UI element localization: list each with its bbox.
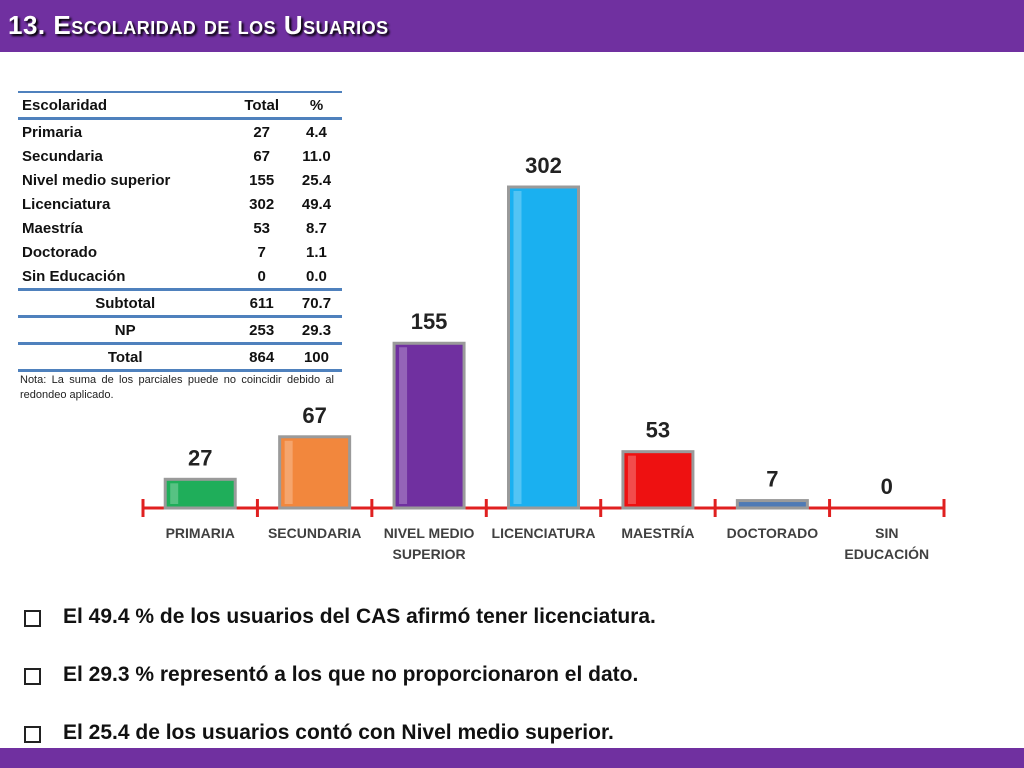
bar <box>278 435 352 510</box>
table-cell: Nivel medio superior <box>22 171 171 189</box>
bullet-text: El 29.3 % representó a los que no propor… <box>63 663 639 686</box>
x-tick-label: MAESTRÍA <box>621 525 694 541</box>
table-header-cell: Escolaridad <box>18 91 233 120</box>
table-header-cell: % <box>290 91 342 120</box>
table-cell: 0.0 <box>306 267 327 285</box>
table-cell: Total <box>18 343 233 372</box>
table-cell: Primaria <box>22 123 83 141</box>
x-tick-label: NIVEL MEDIO <box>384 525 475 541</box>
table-row: Sin Educación 0 0.0 <box>18 264 342 290</box>
table-cell: 53 <box>253 219 271 237</box>
checkbox-bullet-icon <box>24 609 41 627</box>
table-cell: 70.7 <box>290 288 342 318</box>
bar-highlight <box>627 455 636 504</box>
table-cell: 1.1 <box>306 243 327 261</box>
x-tick-label: SECUNDARIA <box>268 525 361 541</box>
table-cell: 4.4 <box>306 123 327 141</box>
bullet-list: El 49.4 % de los usuarios del CAS afirmó… <box>24 588 656 762</box>
table-cell: 253 <box>232 316 291 345</box>
data-label: 302 <box>525 153 562 178</box>
total-row: Total 864 100 <box>18 343 342 372</box>
list-item: El 49.4 % de los usuarios del CAS afirmó… <box>24 588 656 646</box>
table-row: Maestría 53 8.7 <box>18 216 342 240</box>
x-tick-label: DOCTORADO <box>727 525 819 541</box>
x-tick-label: SIN <box>875 525 898 541</box>
subtotal-row: Subtotal 611 70.7 <box>18 288 342 318</box>
table-cell: 25.4 <box>301 171 332 189</box>
checkbox-bullet-icon <box>24 725 41 743</box>
x-tick-label: PRIMARIA <box>166 525 235 541</box>
data-label: 7 <box>766 467 778 492</box>
table-cell: 155 <box>249 171 275 189</box>
table-cell: Doctorado <box>22 243 97 261</box>
bar <box>621 450 695 510</box>
table-cell: 49.4 <box>301 195 332 213</box>
table-cell: 11.0 <box>302 147 331 165</box>
table-note: Nota: La suma de los parciales puede no … <box>20 374 334 401</box>
table-row: Nivel medio superior 155 25.4 <box>18 168 342 192</box>
table-row: Secundaria 67 11.0 <box>18 144 342 168</box>
table-header-row: Escolaridad Total % <box>18 91 342 120</box>
checkbox-bullet-icon <box>24 667 41 685</box>
data-label: 67 <box>302 403 326 428</box>
table-cell: Licenciatura <box>22 195 111 213</box>
table-cell: 8.7 <box>306 219 327 237</box>
table-row: Doctorado 7 1.1 <box>18 240 342 264</box>
table-cell: 7 <box>257 243 266 261</box>
bar-highlight <box>399 347 408 504</box>
title-bar: 13. Escolaridad de los Usuarios <box>0 0 1024 52</box>
list-item: El 29.3 % representó a los que no propor… <box>24 646 656 704</box>
data-label: 0 <box>881 474 893 499</box>
bullet-text: El 49.4 % de los usuarios del CAS afirmó… <box>63 605 656 628</box>
bar-highlight <box>513 191 522 504</box>
table-cell: 27 <box>253 123 271 141</box>
bar <box>392 341 466 510</box>
schooling-table: Escolaridad Total % Primaria 27 4.4 Secu… <box>18 91 342 372</box>
table-cell: 864 <box>232 343 291 372</box>
bar <box>507 185 580 510</box>
page-title: 13. Escolaridad de los Usuarios <box>8 10 389 40</box>
table-cell: 611 <box>232 288 291 318</box>
bar-chart: 27 PRIMARIA 67 SECUNDARIA 155 NIVEL MEDIO SUPE… <box>141 153 946 562</box>
x-tick-label: SUPERIOR <box>393 546 466 562</box>
data-label: 27 <box>188 445 212 470</box>
table-cell: 100 <box>290 343 342 372</box>
data-label: 53 <box>646 418 670 443</box>
bar-highlight <box>170 483 179 504</box>
table-row: Licenciatura 302 49.4 <box>18 192 342 216</box>
table-header-cell: Total <box>232 91 291 120</box>
table-cell: 302 <box>249 195 275 213</box>
bar <box>735 499 809 510</box>
table-cell: 67 <box>253 147 271 165</box>
table-cell: 29.3 <box>290 316 342 345</box>
table-cell: NP <box>18 316 233 345</box>
table-cell: Subtotal <box>18 288 233 318</box>
bullet-text: El 25.4 de los usuarios contó con Nivel … <box>63 721 614 744</box>
table-cell: Secundaria <box>22 147 103 165</box>
x-tick-label: LICENCIATURA <box>492 525 596 541</box>
bar <box>163 477 237 510</box>
table-cell: Sin Educación <box>22 267 126 285</box>
table-cell: 0 <box>257 267 266 285</box>
list-item: El 25.4 de los usuarios contó con Nivel … <box>24 704 656 762</box>
bar-highlight <box>284 440 293 504</box>
bottom-bar <box>0 748 1024 768</box>
np-row: NP 253 29.3 <box>18 316 342 345</box>
table-cell: Maestría <box>22 219 83 237</box>
x-tick-label: EDUCACIÓN <box>844 545 929 562</box>
table-row: Primaria 27 4.4 <box>18 119 342 145</box>
data-label: 155 <box>411 309 448 334</box>
